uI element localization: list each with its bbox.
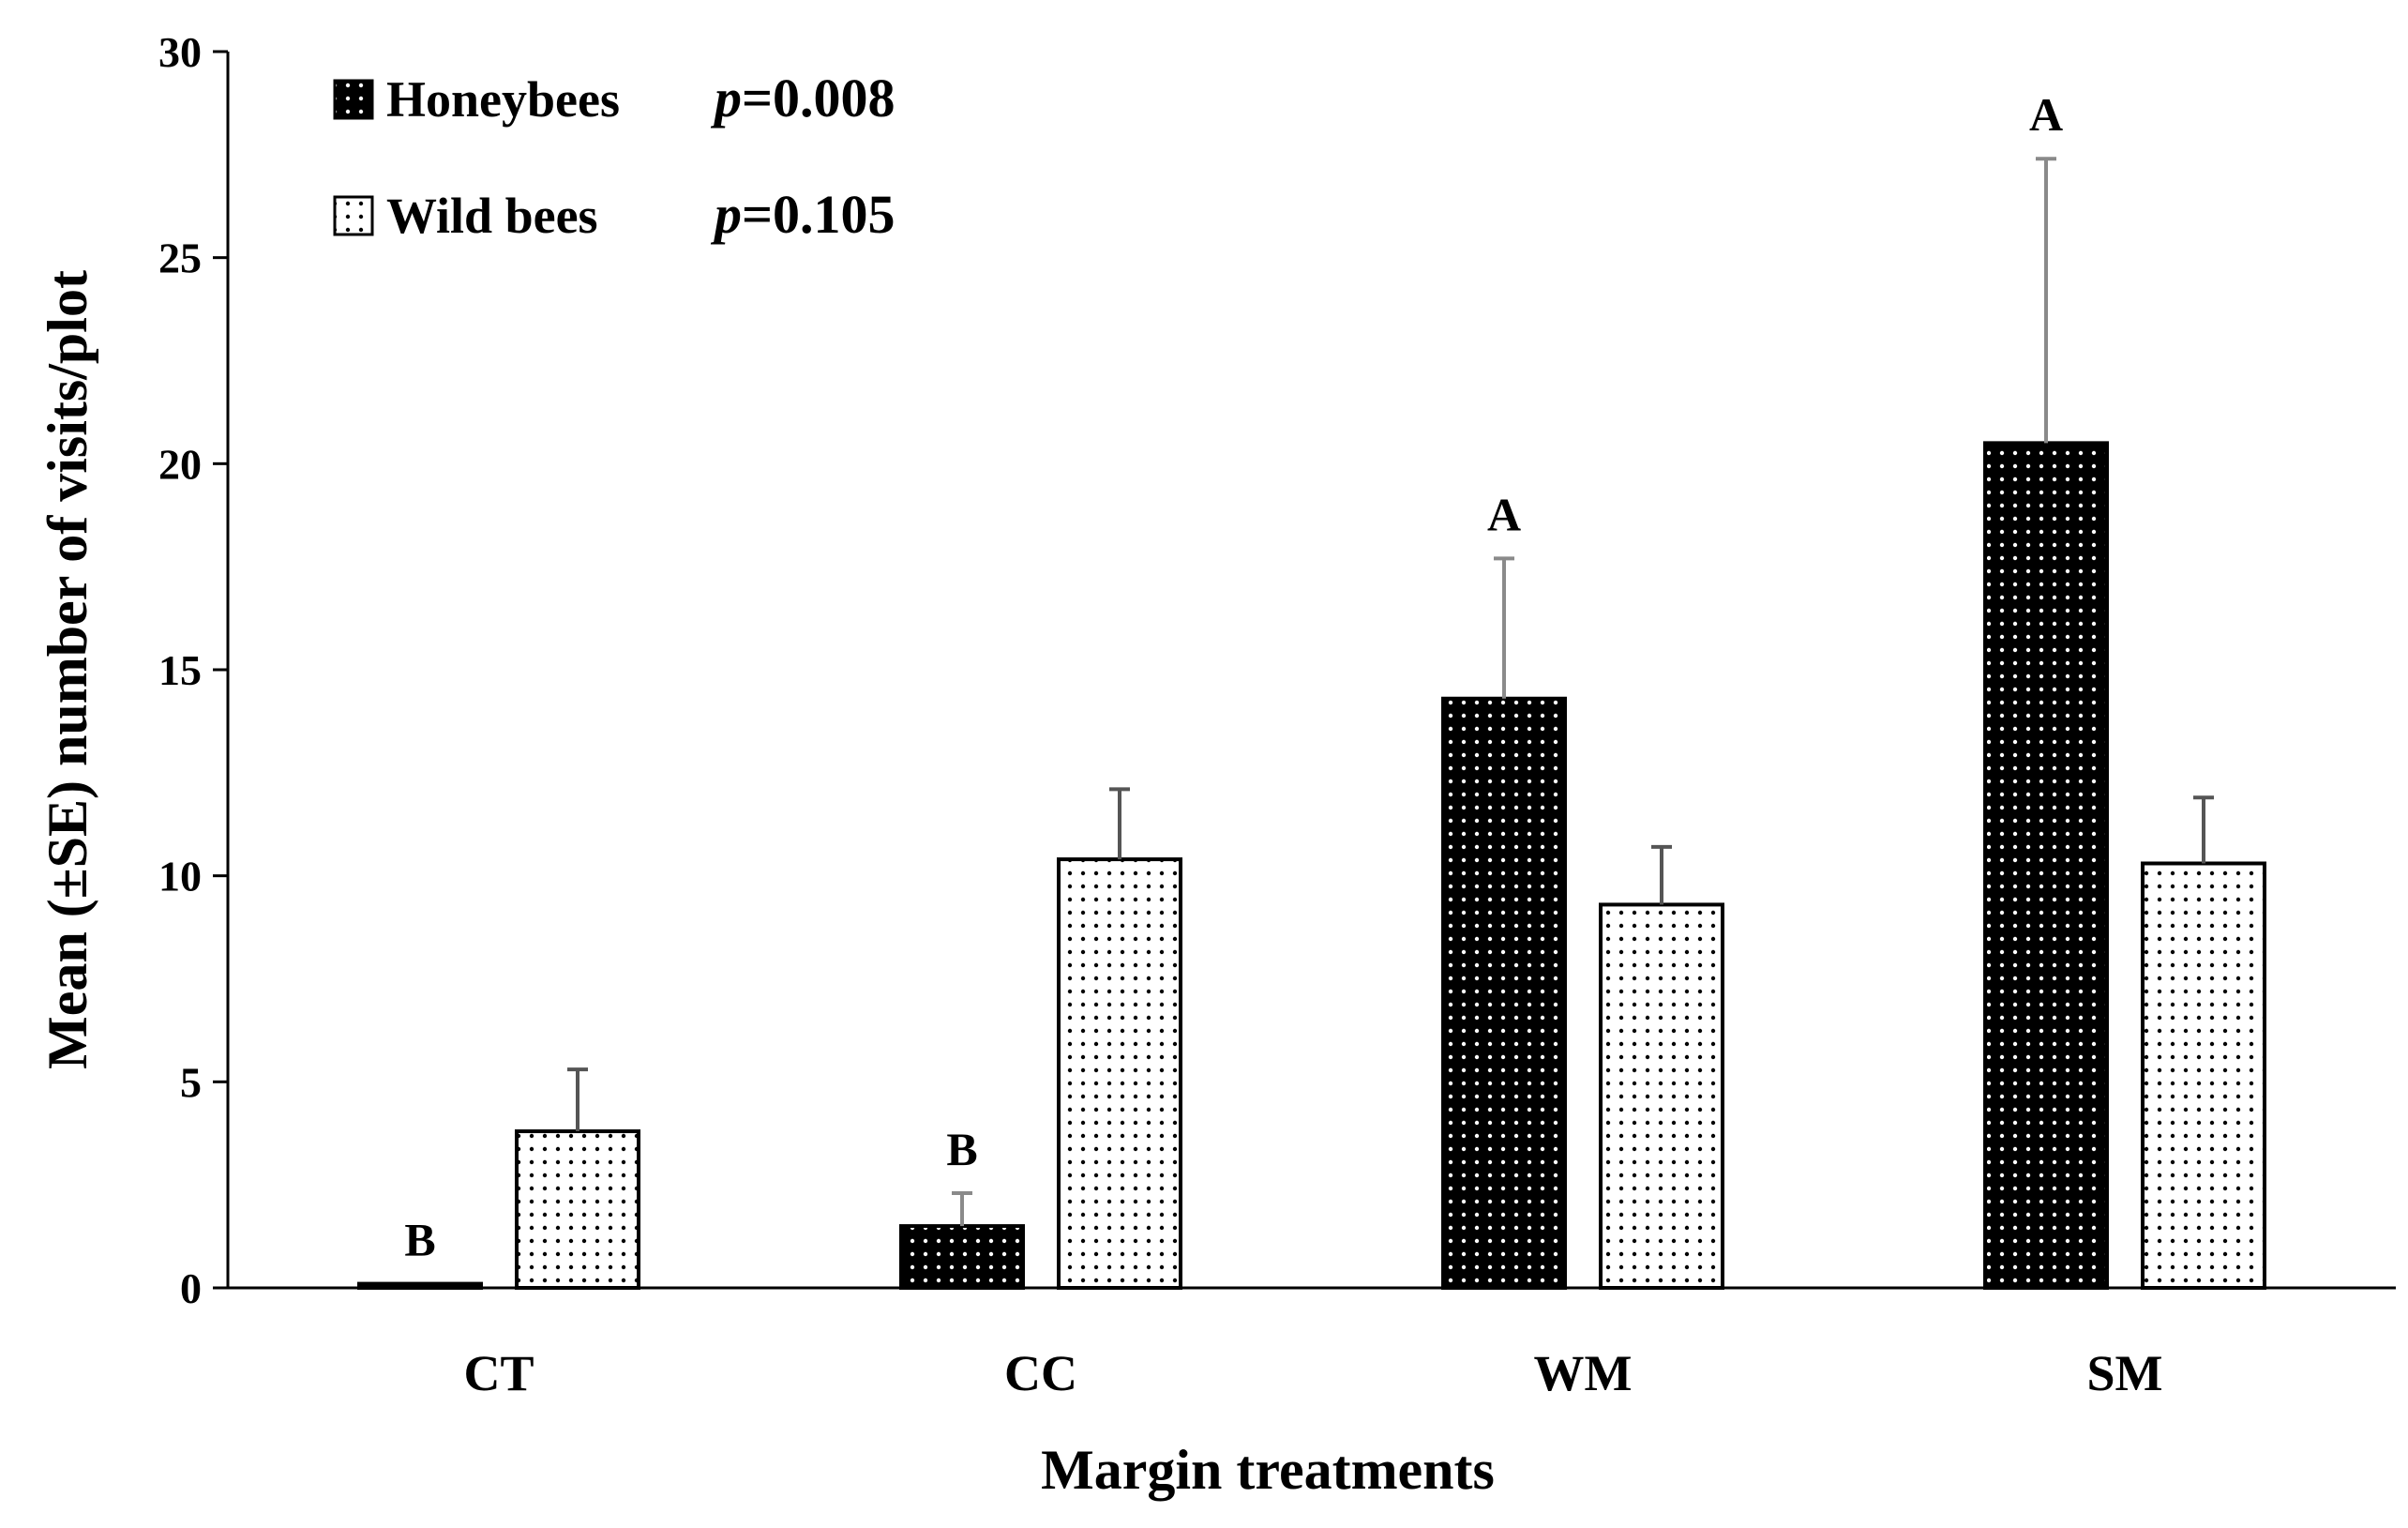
y-tick-label: 30 xyxy=(158,28,202,76)
x-tick-label-wm: WM xyxy=(1534,1345,1633,1401)
legend-swatch-honeybees xyxy=(333,79,374,120)
x-tick-labels: CT CC WM SM xyxy=(463,1345,2162,1401)
legend-pvalue-wild-bees: p=0.105 xyxy=(710,184,895,245)
x-axis: CT CC WM SM xyxy=(228,1286,2396,1401)
y-tick-label: 10 xyxy=(158,853,202,900)
bar-wild-bees-cc xyxy=(1057,857,1182,1290)
legend-item-wild-bees: Wild bees p=0.105 xyxy=(333,184,895,245)
y-tick-label: 20 xyxy=(158,440,202,488)
legend-pvalue-honeybees: p=0.008 xyxy=(710,68,895,129)
bar-wild-bees-ct xyxy=(515,1129,640,1291)
significance-letters: B B A A xyxy=(404,88,2063,1265)
legend-label-wild-bees: Wild bees xyxy=(386,188,598,244)
bar-wild-bees-sm xyxy=(2141,861,2266,1291)
y-tick-label: 15 xyxy=(158,646,202,694)
y-tick-label: 0 xyxy=(180,1264,202,1312)
legend: Honeybees p=0.008 Wild bees p=0.105 xyxy=(333,68,895,245)
legend-label-honeybees: Honeybees xyxy=(386,71,620,128)
y-axis-title: Mean (±SE) number of visits/plot xyxy=(37,270,98,1069)
y-tick-label: 25 xyxy=(158,234,202,282)
sig-letter-honeybees-sm: A xyxy=(2029,88,2063,141)
y-ticks: 0 5 10 15 20 25 30 xyxy=(158,28,228,1312)
y-tick-label: 5 xyxy=(180,1058,202,1106)
legend-swatch-wild-bees xyxy=(333,195,374,236)
bar-honeybees-sm xyxy=(1983,441,2109,1291)
x-tick-label-ct: CT xyxy=(463,1345,534,1401)
sig-letter-honeybees-ct: B xyxy=(404,1214,435,1266)
sig-letter-honeybees-cc: B xyxy=(946,1123,977,1175)
bar-honeybees-cc xyxy=(899,1224,1025,1290)
y-axis: 0 5 10 15 20 25 30 xyxy=(158,28,230,1312)
x-tick-label-cc: CC xyxy=(1004,1345,1077,1401)
sig-letter-honeybees-wm: A xyxy=(1487,488,1521,540)
bar-honeybees-ct xyxy=(357,1281,483,1291)
legend-item-honeybees: Honeybees p=0.008 xyxy=(333,68,895,129)
x-axis-title: Margin treatments xyxy=(1041,1439,1495,1501)
error-bars xyxy=(567,157,2214,1227)
bar-wild-bees-wm xyxy=(1599,902,1724,1290)
bar-honeybees-wm xyxy=(1441,696,1567,1290)
bars xyxy=(357,441,2266,1291)
x-tick-label-sm: SM xyxy=(2087,1345,2163,1401)
